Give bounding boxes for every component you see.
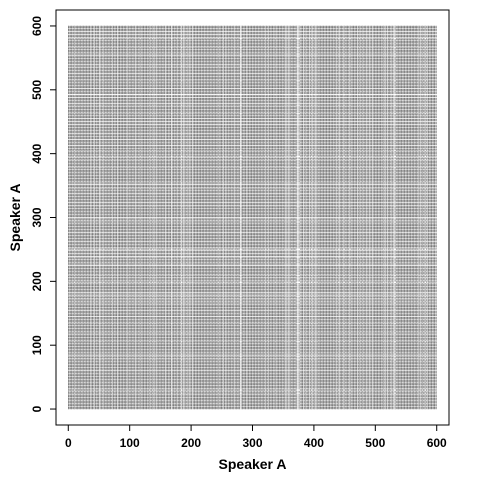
y-tick-label: 600 xyxy=(30,16,44,36)
x-tick-label: 300 xyxy=(242,436,262,450)
x-tick-label: 0 xyxy=(65,436,72,450)
x-axis-title: Speaker A xyxy=(219,456,287,472)
y-tick-label: 0 xyxy=(30,405,44,412)
x-tick-label: 500 xyxy=(365,436,385,450)
x-tick-label: 100 xyxy=(120,436,140,450)
y-tick-label: 100 xyxy=(30,335,44,355)
y-tick-label: 200 xyxy=(30,271,44,291)
y-axis-title: Speaker A xyxy=(7,184,23,252)
y-tick-label: 500 xyxy=(30,79,44,99)
x-tick-label: 200 xyxy=(181,436,201,450)
x-tick-label: 600 xyxy=(427,436,447,450)
y-tick-label: 300 xyxy=(30,207,44,227)
x-tick-label: 400 xyxy=(304,436,324,450)
x-axis: 0 100 200 300 400 500 600 xyxy=(65,424,447,450)
y-tick-label: 400 xyxy=(30,143,44,163)
y-axis: 0 100 200 300 400 500 600 xyxy=(30,16,57,412)
